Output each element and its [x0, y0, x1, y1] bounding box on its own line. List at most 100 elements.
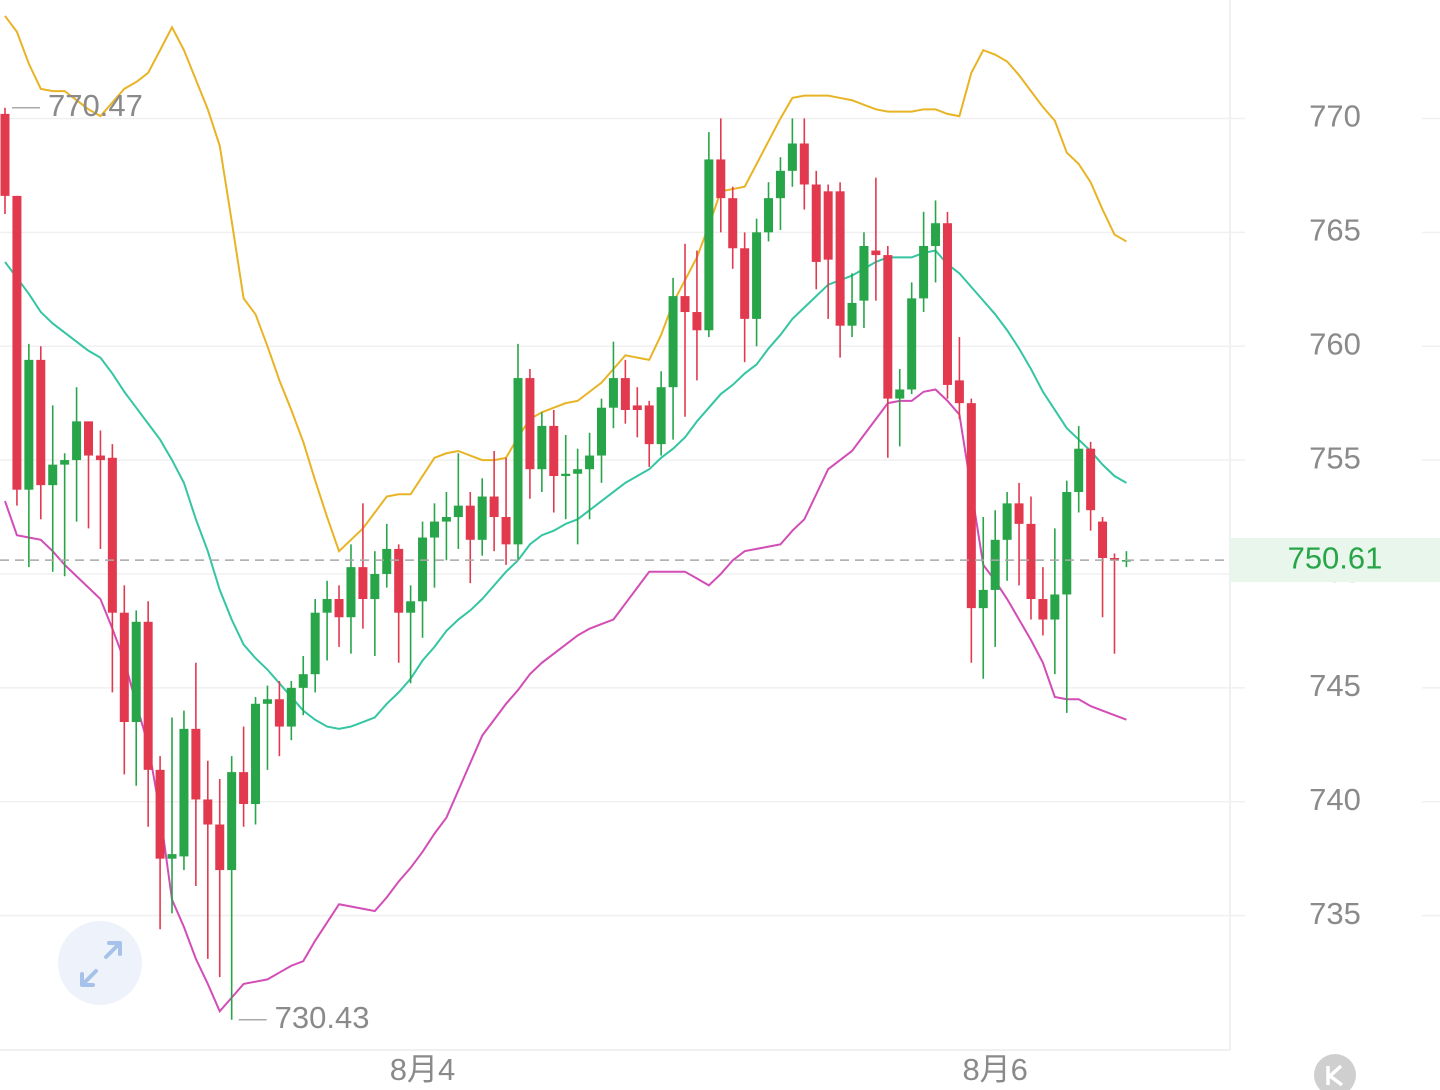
candle-body	[573, 469, 583, 474]
candle-body	[334, 599, 344, 618]
candle-body	[764, 198, 774, 233]
candle-body	[620, 378, 630, 410]
candle-body	[1014, 503, 1024, 524]
candle-body	[429, 521, 439, 538]
candle-body	[585, 455, 595, 470]
candle-body	[859, 245, 869, 301]
candle-body	[382, 548, 392, 574]
candle-body	[728, 198, 738, 249]
candle-body	[990, 539, 1000, 590]
candle-body	[644, 405, 654, 445]
expand-button[interactable]	[58, 921, 142, 1005]
candle-body	[978, 589, 988, 609]
candle-body	[966, 403, 976, 609]
logo	[1314, 1054, 1356, 1090]
candle-body	[12, 195, 22, 490]
candle-body	[835, 191, 845, 326]
candle-body	[740, 248, 750, 319]
candle-body	[752, 232, 762, 319]
candle-body	[48, 464, 58, 486]
candle-body	[680, 296, 690, 313]
last-price-box	[1230, 538, 1440, 583]
candle-body	[1050, 594, 1060, 620]
last-price-label: 750.61	[1288, 540, 1383, 575]
expand-icon[interactable]	[80, 941, 122, 987]
y-tick-label: 735	[1309, 896, 1361, 931]
candle-body	[322, 599, 332, 613]
candle-body	[811, 184, 821, 262]
candle-body	[692, 312, 702, 331]
candle-body	[203, 799, 213, 825]
high-label: 770.47	[48, 88, 143, 123]
candle-body	[262, 699, 272, 704]
candle-body	[406, 601, 416, 613]
candle-body	[274, 699, 284, 727]
candle-body	[501, 517, 511, 545]
candle-body	[1026, 523, 1036, 600]
band-line	[4, 249, 1127, 730]
candle-body	[513, 378, 523, 545]
candle-body	[775, 170, 785, 199]
x-tick-label: 8月4	[390, 1052, 455, 1087]
candle-body	[298, 674, 308, 688]
candle-body	[453, 505, 463, 518]
candle-body	[537, 425, 547, 470]
candle-body	[1074, 448, 1084, 492]
candle-body	[632, 405, 642, 410]
candle-body	[346, 567, 356, 618]
candle-body	[1062, 491, 1072, 595]
band-line	[4, 15, 1127, 553]
candle-body	[36, 359, 46, 486]
band-line	[4, 388, 1127, 1014]
candle-body	[155, 769, 165, 859]
candle-body	[549, 425, 559, 477]
candle-body	[1086, 448, 1096, 511]
candle-body	[179, 728, 189, 857]
y-tick-label: 760	[1309, 326, 1361, 361]
candle-body	[358, 567, 368, 600]
candle-body	[251, 703, 261, 805]
candle-body	[895, 389, 905, 399]
candle-body	[394, 548, 404, 613]
candle-body	[716, 159, 726, 199]
candle-body	[370, 573, 380, 600]
candle-body	[954, 380, 964, 404]
candle-body	[883, 255, 893, 399]
candle-body	[608, 378, 618, 408]
candle-body	[286, 687, 296, 727]
candle-body	[787, 143, 797, 171]
candle-body	[191, 728, 201, 800]
candle-body	[167, 854, 177, 859]
expand-button-bg[interactable]	[58, 921, 142, 1005]
candle-body	[95, 455, 105, 461]
candle-body	[477, 496, 487, 540]
candle-body	[143, 621, 153, 770]
candle-body	[1002, 503, 1012, 540]
candle-body	[1109, 558, 1119, 561]
candle-body	[561, 473, 571, 477]
candle-body	[227, 772, 237, 871]
candle-body	[597, 407, 606, 456]
candle-body	[799, 143, 809, 185]
candle-body	[131, 621, 141, 723]
candle-body	[72, 421, 82, 461]
candle-body	[310, 612, 320, 675]
candle-body	[919, 245, 929, 299]
candle-body	[931, 223, 941, 246]
candle-body	[656, 387, 666, 445]
candle-body	[119, 612, 129, 723]
candle-body	[847, 302, 857, 326]
candle-body	[525, 378, 535, 470]
candle-body	[823, 191, 833, 260]
y-tick-label: 745	[1309, 668, 1361, 703]
candle-body	[418, 537, 428, 602]
y-tick-label: 765	[1309, 213, 1361, 248]
candle-body	[215, 824, 225, 871]
candle-body	[0, 113, 10, 196]
candle-body	[1098, 521, 1108, 559]
candle-body	[489, 496, 499, 518]
candle-body	[668, 296, 678, 388]
candle-body	[1038, 599, 1048, 620]
